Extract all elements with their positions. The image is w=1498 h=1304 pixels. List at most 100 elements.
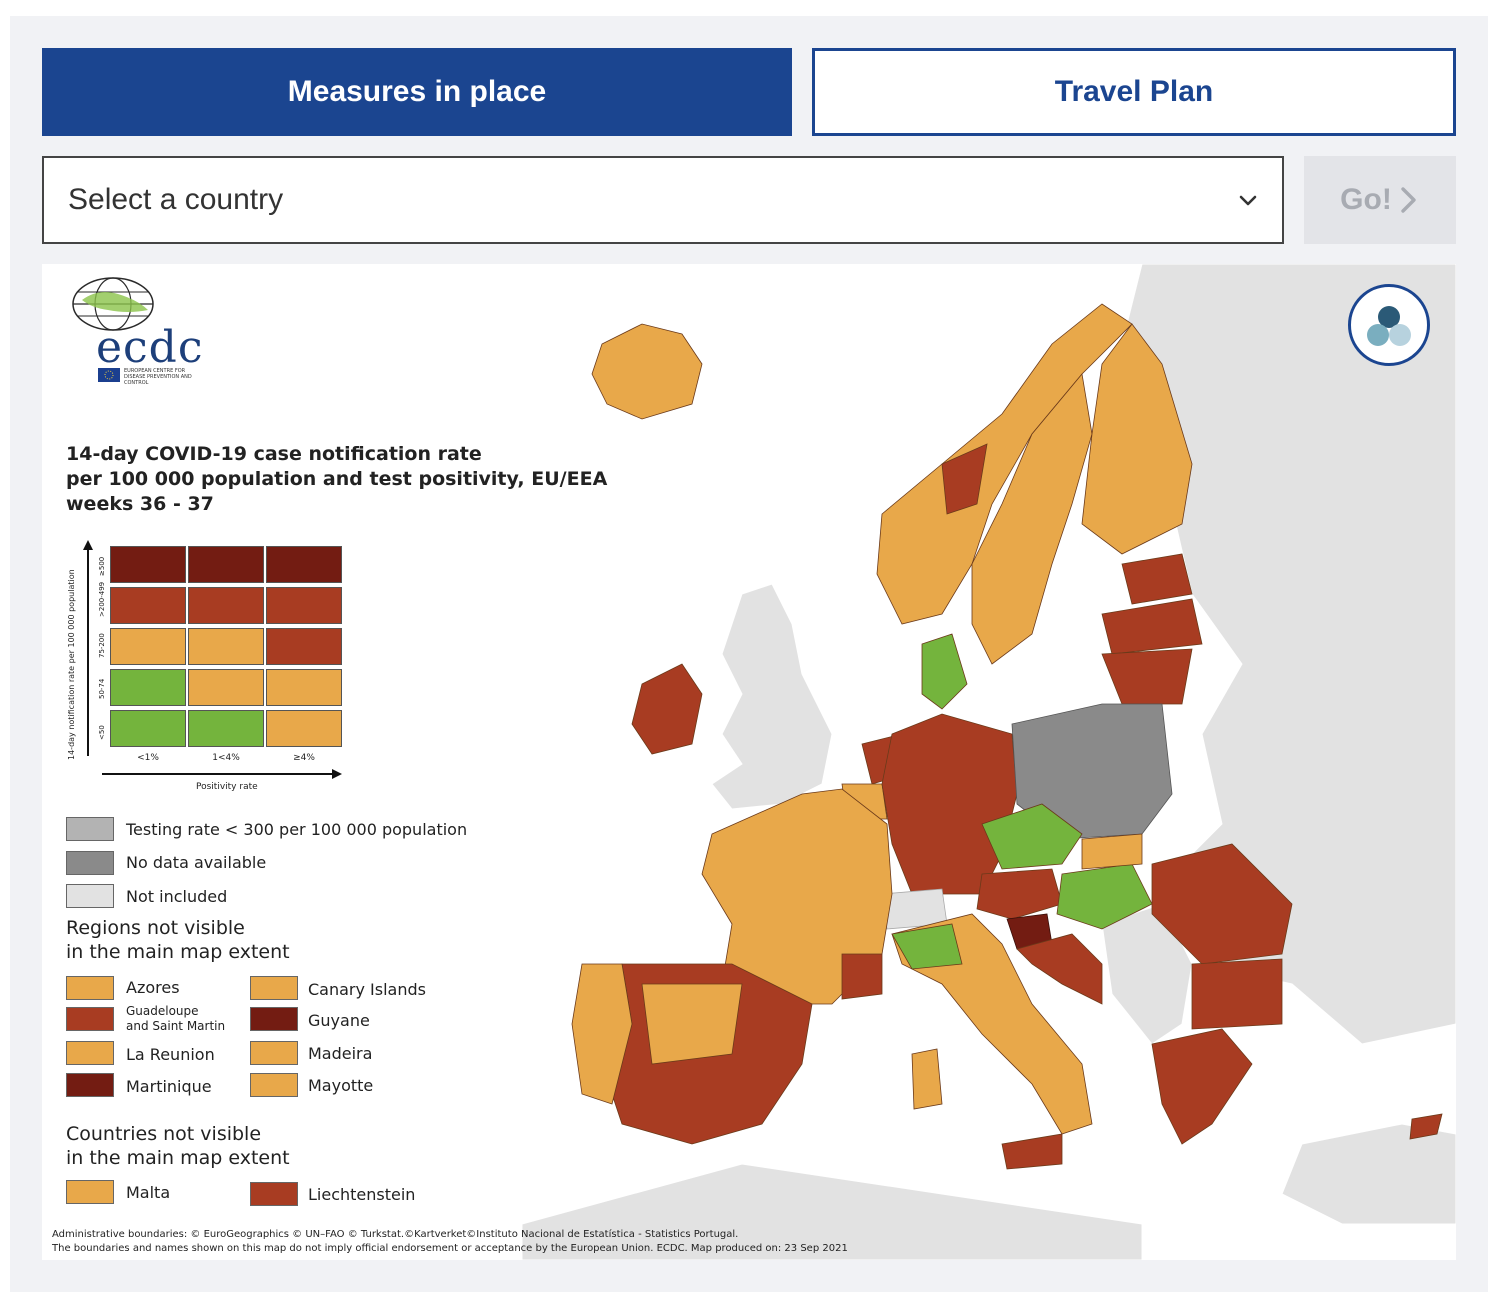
map-sardinia xyxy=(911,1048,943,1110)
matrix-col-label: ≥4% xyxy=(293,753,315,763)
matrix-row-label: >200-499 xyxy=(98,581,106,617)
matrix-cell xyxy=(188,628,264,665)
legend-swatch-no-data xyxy=(66,851,114,875)
covid-map-panel: ecdc EUROPEAN CENTRE FOR DISEASE PREVENT… xyxy=(42,264,1456,1260)
layers-button[interactable] xyxy=(1348,284,1430,366)
country-select[interactable]: Select a country xyxy=(42,156,1284,244)
tab-measures-in-place[interactable]: Measures in place xyxy=(42,48,792,136)
map-credit-line-2: The boundaries and names shown on this m… xyxy=(52,1243,848,1254)
matrix-cell xyxy=(266,587,342,624)
map-title-line-2: per 100 000 population and test positivi… xyxy=(66,468,608,490)
matrix-row-label: ≥500 xyxy=(98,556,106,576)
countries-heading: Countries not visible in the main map ex… xyxy=(66,1122,290,1170)
y-axis-arrow xyxy=(83,540,93,756)
country-swatch-liechtenstein xyxy=(250,1182,298,1206)
ecdc-logo-subtitle: EUROPEAN CENTRE FOR DISEASE PREVENTION A… xyxy=(124,368,192,386)
region-label-madeira: Madeira xyxy=(308,1044,373,1063)
region-label-mayotte: Mayotte xyxy=(308,1076,374,1095)
matrix-row-label: <50 xyxy=(98,725,106,740)
matrix-col-label: 1<4% xyxy=(212,753,240,763)
map-finland xyxy=(1081,323,1193,555)
map-cyprus xyxy=(1409,1113,1443,1140)
matrix-cell xyxy=(188,669,264,706)
matrix-cell xyxy=(266,546,342,583)
europe-map[interactable] xyxy=(42,264,1456,1260)
tab-travel-plan[interactable]: Travel Plan xyxy=(812,48,1456,136)
map-land-uk xyxy=(711,583,833,810)
map-land-turkey xyxy=(1281,1123,1456,1225)
map-iceland xyxy=(591,323,703,420)
map-title-line-3: weeks 36 - 37 xyxy=(66,493,214,515)
matrix-col-label: <1% xyxy=(137,753,159,763)
matrix-cell xyxy=(188,587,264,624)
ecdc-logo-text: ecdc xyxy=(96,322,204,373)
legend-swatch-testing-rate xyxy=(66,817,114,841)
map-portugal xyxy=(571,963,633,1105)
map-czechia xyxy=(981,803,1083,870)
map-germany xyxy=(881,713,1018,895)
map-credit-line-1: Administrative boundaries: © EuroGeograp… xyxy=(52,1229,739,1240)
matrix-row-label: 50-74 xyxy=(98,678,106,699)
map-denmark xyxy=(921,633,968,710)
eu-flag-icon xyxy=(98,368,120,382)
region-swatch-canary xyxy=(250,976,298,1000)
legend-label-not-included: Not included xyxy=(126,887,228,906)
region-label-guadeloupe-line-2: and Saint Martin xyxy=(126,1019,226,1033)
region-label-guadeloupe: Guadeloupe and Saint Martin xyxy=(126,1004,225,1034)
region-label-canary: Canary Islands xyxy=(308,980,426,999)
map-italy-north xyxy=(891,923,963,970)
country-select-value: Select a country xyxy=(68,183,284,216)
map-estonia xyxy=(1121,553,1193,605)
region-swatch-madeira xyxy=(250,1041,298,1065)
map-lithuania xyxy=(1101,648,1193,705)
x-axis-arrow xyxy=(102,769,342,779)
regions-heading-line-2: in the main map extent xyxy=(66,941,290,963)
matrix-legend: 14-day notification rate per 100 000 pop… xyxy=(66,534,366,794)
region-label-azores: Azores xyxy=(126,978,180,997)
countries-heading-line-2: in the main map extent xyxy=(66,1147,290,1169)
map-land-north-africa xyxy=(521,1163,1143,1260)
matrix-cell xyxy=(188,546,264,583)
layers-icon xyxy=(1367,306,1411,346)
map-austria xyxy=(976,868,1063,920)
region-label-guyane: Guyane xyxy=(308,1011,370,1030)
region-swatch-guadeloupe xyxy=(66,1007,114,1031)
region-label-martinique: Martinique xyxy=(126,1077,212,1096)
legend-swatch-not-included xyxy=(66,884,114,908)
map-ireland xyxy=(631,663,703,755)
map-latvia xyxy=(1101,598,1203,655)
map-bulgaria xyxy=(1191,958,1283,1030)
go-button-label: Go! xyxy=(1340,183,1392,216)
country-swatch-malta xyxy=(66,1180,114,1204)
map-france-south xyxy=(841,953,883,1000)
map-norway-region xyxy=(941,443,988,515)
map-spain-central xyxy=(641,983,743,1065)
region-label-la-reunion: La Reunion xyxy=(126,1045,215,1064)
y-axis-label: 14-day notification rate per 100 000 pop… xyxy=(67,569,76,760)
map-greece xyxy=(1151,1028,1253,1145)
matrix-cell xyxy=(188,710,264,747)
chevron-right-icon xyxy=(1401,187,1416,213)
region-swatch-martinique xyxy=(66,1073,114,1097)
map-title: 14-day COVID-19 case notification rate p… xyxy=(66,442,626,517)
x-axis-label: Positivity rate xyxy=(196,782,258,792)
matrix-cell xyxy=(266,628,342,665)
region-swatch-azores xyxy=(66,976,114,1000)
matrix-cell xyxy=(266,669,342,706)
legend-label-testing-rate: Testing rate < 300 per 100 000 populatio… xyxy=(126,820,468,839)
map-slovakia xyxy=(1081,833,1143,870)
countries-heading-line-1: Countries not visible xyxy=(66,1123,262,1145)
country-label-malta: Malta xyxy=(126,1183,171,1202)
map-credit: Administrative boundaries: © EuroGeograp… xyxy=(52,1228,848,1256)
matrix-cell xyxy=(110,669,186,706)
matrix-cell xyxy=(266,710,342,747)
regions-heading: Regions not visible in the main map exte… xyxy=(66,916,290,964)
map-romania xyxy=(1151,843,1293,965)
region-swatch-guyane xyxy=(250,1007,298,1031)
region-swatch-la-reunion xyxy=(66,1041,114,1065)
chevron-down-icon xyxy=(1239,195,1257,206)
matrix-cell xyxy=(110,587,186,624)
map-croatia xyxy=(1016,933,1103,1005)
go-button[interactable]: Go! xyxy=(1304,156,1456,244)
region-swatch-mayotte xyxy=(250,1073,298,1097)
